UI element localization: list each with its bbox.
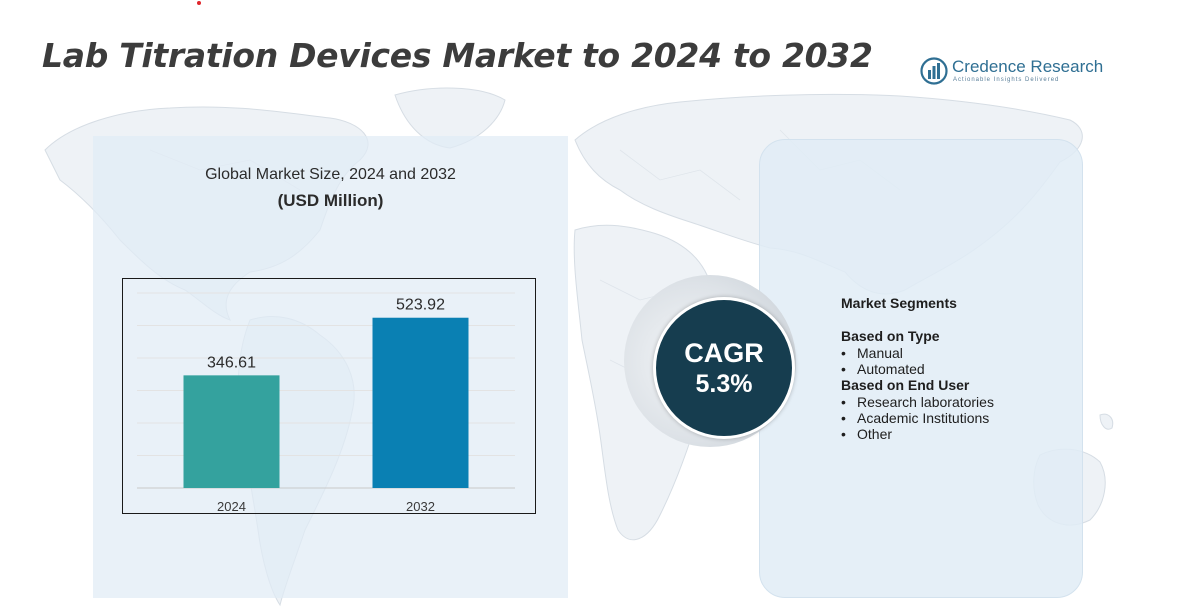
bar-2024 xyxy=(183,375,280,488)
chart-title: Global Market Size, 2024 and 2032 xyxy=(205,166,456,183)
segment-list-type: • Manual • Automated xyxy=(841,345,994,377)
segment-item: • Academic Institutions xyxy=(841,410,990,426)
bar-2032 xyxy=(372,317,469,488)
brand-tagline: Actionable Insights Delivered xyxy=(953,77,1060,83)
x-tick-label-2024: 2024 xyxy=(217,499,246,514)
segments-title: Market Segments xyxy=(841,295,957,311)
segment-item: • Other xyxy=(841,426,893,442)
segment-item: • Research laboratories xyxy=(841,394,994,410)
page-title: Lab Titration Devices Market to 2024 to … xyxy=(42,36,873,75)
x-tick-label-2032: 2032 xyxy=(406,499,435,514)
segment-item: • Manual xyxy=(841,345,903,361)
segment-item: • Automated xyxy=(841,361,925,377)
bar-chart-canvas: 346.61 2024 523.92 2032 xyxy=(137,292,515,514)
cagr-label: CAGR xyxy=(684,338,764,368)
cagr-value: 5.3% xyxy=(695,370,753,398)
bars: 346.61 2024 523.92 2032 xyxy=(183,297,469,514)
segment-list-end-user: • Research laboratories • Academic Institu… xyxy=(841,394,994,442)
red-dot-marker xyxy=(197,1,201,5)
brand-logo: Credence Research Actionable Insights De… xyxy=(920,56,1120,88)
data-label-2032: 523.92 xyxy=(396,297,445,314)
bar-chart-circle-icon xyxy=(920,57,948,85)
segment-group-title-end-user: Based on End User xyxy=(841,377,970,393)
market-segments: Market Segments Based on Type • Manual • A… xyxy=(841,295,994,442)
segment-group-title-type: Based on Type xyxy=(841,328,940,344)
bar-chart: 346.61 2024 523.92 2032 xyxy=(122,278,536,514)
cagr-badge: CAGR 5.3% xyxy=(653,297,795,439)
data-label-2024: 346.61 xyxy=(207,354,256,371)
brand-name: Credence Research xyxy=(952,57,1104,76)
chart-unit-label: (USD Million) xyxy=(277,191,384,210)
market-size-panel xyxy=(93,136,568,598)
